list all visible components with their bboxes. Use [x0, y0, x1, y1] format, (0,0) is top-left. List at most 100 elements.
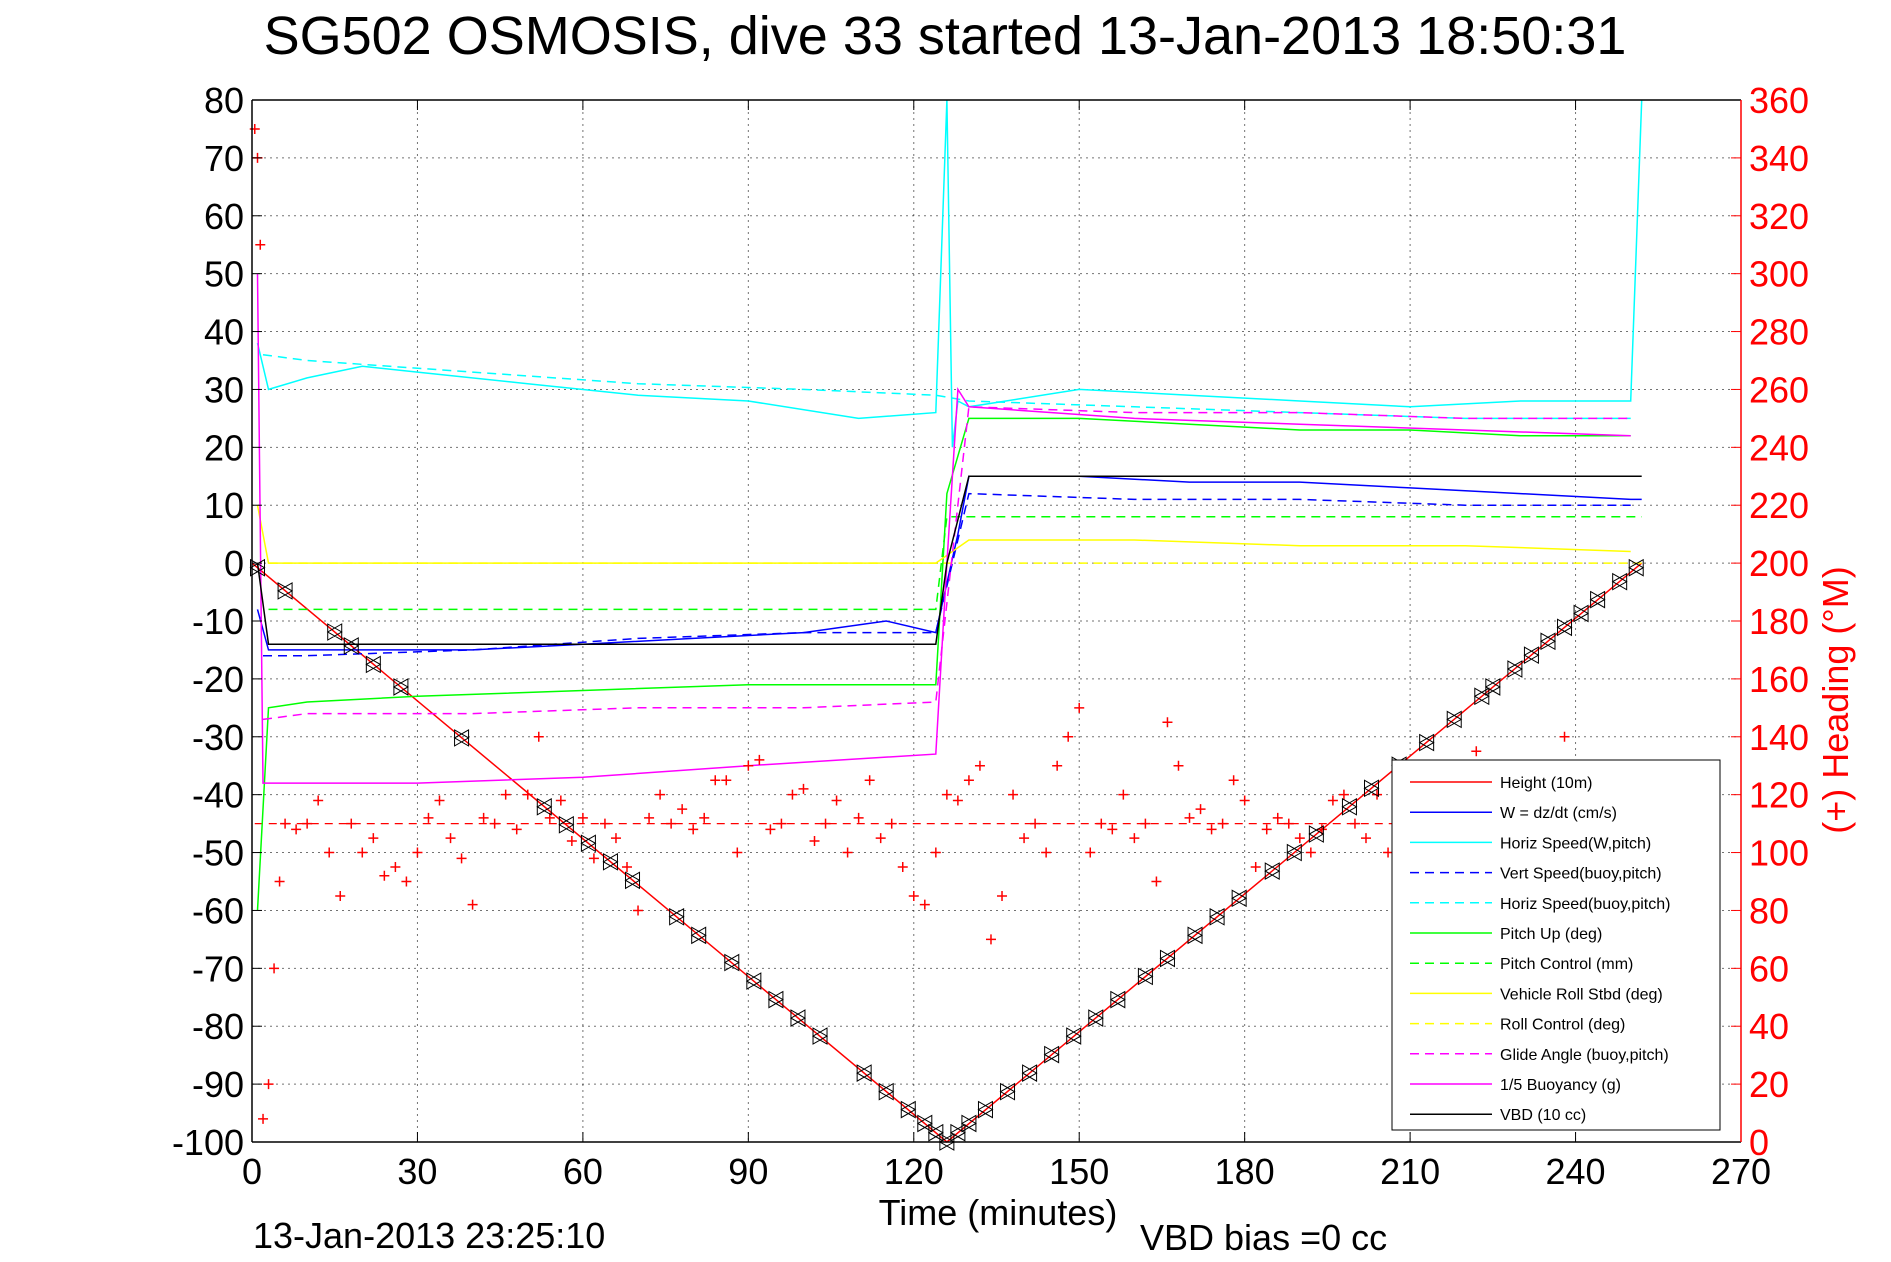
heading-point	[467, 899, 478, 910]
y-tick-label: -20	[192, 659, 244, 700]
series-line-glide-angle-buoy-pitch	[262, 406, 1631, 721]
heading-point	[1383, 847, 1394, 858]
heading-point	[1107, 824, 1118, 835]
height-marker	[745, 972, 762, 990]
y-right-tick-label: 340	[1749, 138, 1809, 179]
heading-point	[412, 847, 423, 858]
heading-point	[1272, 812, 1283, 823]
height-marker	[1087, 1009, 1104, 1027]
heading-point	[1206, 824, 1217, 835]
series-line-pitch-up-deg	[256, 417, 1631, 911]
heading-point	[577, 812, 588, 823]
height-marker	[1109, 990, 1126, 1009]
y-right-tick-label: 360	[1749, 80, 1809, 121]
y-right-tick-label: 20	[1749, 1064, 1789, 1105]
legend-entry: Horiz Speed(W,pitch)	[1500, 835, 1651, 852]
height-marker	[1363, 779, 1380, 798]
series-line-1-5-buoyancy-g	[256, 273, 1631, 784]
y-right-tick-label: 40	[1749, 1006, 1789, 1047]
y-tick-label: -80	[192, 1006, 244, 1047]
legend-box	[1391, 759, 1721, 1131]
heading-point	[997, 890, 1008, 901]
heading-point	[1173, 760, 1184, 771]
heading-point	[489, 818, 500, 829]
height-marker	[1231, 889, 1248, 908]
y-tick-label: -90	[192, 1064, 244, 1105]
height-marker	[1264, 862, 1281, 880]
heading-point	[1372, 789, 1383, 800]
y-right-tick-label: 80	[1749, 890, 1789, 931]
heading-point	[743, 760, 754, 771]
height-marker	[392, 678, 409, 696]
legend-entry: W = dz/dt (cm/s)	[1500, 805, 1617, 822]
y-right-tick-label: 180	[1749, 601, 1809, 642]
heading-point	[721, 775, 732, 786]
y-tick-label: 80	[204, 80, 244, 121]
heading-point	[1327, 795, 1338, 806]
heading-point	[1063, 731, 1074, 742]
height-marker	[277, 582, 294, 600]
height-marker	[1539, 632, 1556, 651]
heading-point	[291, 824, 302, 835]
y-right-tick-label: 0	[1749, 1122, 1769, 1163]
height-marker	[1628, 558, 1645, 577]
height-marker	[1286, 843, 1303, 862]
heading-point	[1030, 818, 1041, 829]
legend-entry: Vehicle Roll Stbd (deg)	[1500, 986, 1663, 1003]
y-right-tick-label: 320	[1749, 196, 1809, 237]
height-marker	[812, 1027, 829, 1045]
height-marker	[856, 1064, 873, 1082]
legend-entry: Vert Speed(buoy,pitch)	[1500, 866, 1662, 883]
height-marker	[249, 558, 266, 577]
heading-point	[732, 847, 743, 858]
y-right-tick-label: 240	[1749, 427, 1809, 468]
heading-point	[1217, 818, 1228, 829]
height-marker	[453, 729, 470, 747]
heading-point	[1349, 818, 1360, 829]
x-axis-label: Time (minutes)	[879, 1192, 1118, 1233]
footer-timestamp: 13-Jan-2013 23:25:10	[253, 1215, 605, 1256]
heading-point	[1261, 824, 1272, 835]
y-tick-label: 40	[204, 312, 244, 353]
x-tick-label: 90	[728, 1151, 768, 1192]
y-right-axis-label: (+) Heading (°M)	[1815, 566, 1856, 833]
heading-point	[434, 795, 445, 806]
y-right-tick-label: 160	[1749, 659, 1809, 700]
x-tick-label: 210	[1380, 1151, 1440, 1192]
legend-entry: Horiz Speed(buoy,pitch)	[1500, 896, 1670, 913]
legend-entry: Glide Angle (buoy,pitch)	[1500, 1047, 1669, 1064]
height-marker	[999, 1082, 1016, 1101]
heading-point	[644, 812, 655, 823]
y-tick-label: -100	[172, 1122, 244, 1163]
heading-point	[633, 905, 644, 916]
heading-point	[831, 795, 842, 806]
height-marker	[1506, 660, 1523, 678]
height-marker	[1418, 733, 1435, 752]
x-tick-label: 0	[242, 1151, 262, 1192]
y-right-tick-label: 260	[1749, 369, 1809, 410]
heading-point	[1008, 789, 1019, 800]
heading-point	[853, 812, 864, 823]
height-marker	[602, 852, 619, 871]
heading-point	[302, 818, 313, 829]
heading-point	[335, 890, 346, 901]
heading-point	[324, 847, 335, 858]
heading-point	[280, 818, 291, 829]
height-marker	[624, 871, 641, 890]
y-right-tick-label: 120	[1749, 775, 1809, 816]
heading-point	[1338, 789, 1349, 800]
height-marker	[767, 990, 784, 1009]
height-marker	[668, 907, 685, 926]
x-tick-label: 30	[397, 1151, 437, 1192]
heading-point	[655, 789, 666, 800]
height-marker	[1043, 1045, 1060, 1064]
height-marker	[558, 815, 575, 834]
heading-point	[798, 783, 809, 794]
y-tick-label: 30	[204, 369, 244, 410]
heading-point	[886, 818, 897, 829]
height-marker	[343, 637, 360, 655]
heading-point	[566, 835, 577, 846]
heading-point	[1151, 876, 1162, 887]
axes: 0 30 60 90 120 150 180 210 240 270 80 70 60 50 40 30 20 1…	[172, 80, 1809, 1192]
heading-point	[357, 847, 368, 858]
